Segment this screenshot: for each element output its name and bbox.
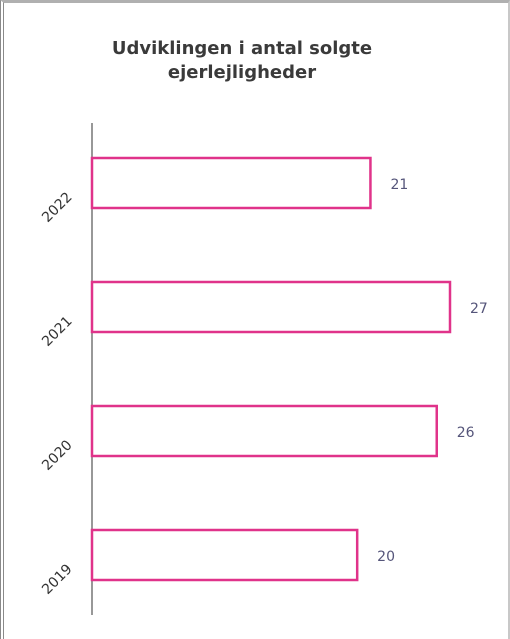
data-label: 27 <box>470 301 488 317</box>
chart-title: Udviklingen i antal solgte ejerlejlighed… <box>111 38 373 83</box>
y-tick-label: 2021 <box>39 313 76 350</box>
y-tick-label: 2020 <box>39 437 76 474</box>
data-label: 26 <box>457 425 475 441</box>
data-label: 20 <box>377 549 395 565</box>
chart: 2022 21 2021 27 2020 26 2019 20 <box>39 123 488 615</box>
data-label: 21 <box>390 177 408 193</box>
bar <box>90 156 372 210</box>
bar <box>90 528 359 582</box>
y-tick-label: 2019 <box>39 561 76 598</box>
bar <box>90 280 452 334</box>
y-tick-label: 2022 <box>39 189 76 226</box>
bar <box>90 404 438 458</box>
